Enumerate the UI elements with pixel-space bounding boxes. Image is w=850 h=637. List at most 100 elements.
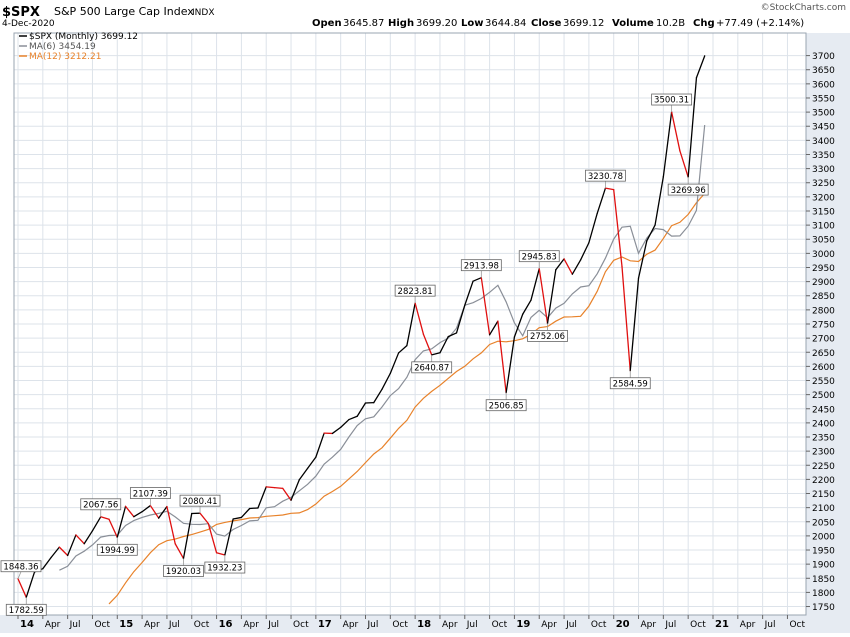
x-tick-label: Jul — [466, 620, 478, 630]
y-tick-label: 3500 — [812, 109, 835, 119]
y-tick-label: 2450 — [812, 405, 835, 415]
y-tick-label: 2950 — [812, 264, 835, 274]
symbol: $SPX — [2, 5, 40, 20]
exchange: INDX — [192, 8, 214, 18]
y-tick-label: 2700 — [812, 335, 835, 345]
y-tick-label: 1950 — [812, 547, 835, 557]
y-tick-label: 2650 — [812, 349, 835, 359]
low-value: 3644.84 — [485, 18, 526, 29]
annotation-label: 1932.23 — [207, 564, 242, 574]
x-tick-label: Jul — [267, 620, 279, 630]
y-tick-label: 3450 — [812, 123, 835, 133]
close-label: Close — [531, 18, 562, 29]
y-tick-label: 3300 — [812, 165, 835, 175]
x-tick-label: 19 — [516, 619, 530, 630]
watermark: ©StockCharts.com — [761, 3, 846, 13]
y-tick-label: 2850 — [812, 292, 835, 302]
y-tick-label: 2900 — [812, 278, 835, 288]
x-tick-label: Apr — [740, 620, 756, 630]
x-tick-label: Oct — [591, 620, 607, 630]
annotation-label: 3500.31 — [654, 96, 689, 106]
y-tick-label: 2200 — [812, 476, 835, 486]
y-tick-label: 1900 — [812, 561, 835, 571]
open-value: 3645.87 — [343, 18, 384, 29]
open-label: Open — [312, 18, 342, 29]
y-tick-label: 2050 — [812, 518, 835, 528]
x-tick-label: Oct — [94, 620, 110, 630]
high-value: 3699.20 — [416, 18, 457, 29]
x-tick-label: Apr — [541, 620, 557, 630]
y-tick-label: 2350 — [812, 434, 835, 444]
y-tick-label: 2800 — [812, 306, 835, 316]
annotation-label: 2640.87 — [414, 364, 449, 374]
x-tick-label: Apr — [243, 620, 259, 630]
annotation-label: 2945.83 — [522, 252, 557, 262]
y-tick-label: 2600 — [812, 363, 835, 373]
chg-value: +77.49 (+2.14%) — [716, 18, 804, 29]
x-tick-label: Jul — [664, 620, 676, 630]
annotation-label: 2752.06 — [530, 332, 565, 342]
high-label: High — [388, 18, 414, 29]
y-tick-label: 3350 — [812, 151, 835, 161]
annotation-label: 2506.85 — [489, 401, 524, 411]
y-tick-label: 2000 — [812, 532, 835, 542]
y-tick-label: 2100 — [812, 504, 835, 514]
y-tick-label: 3600 — [812, 80, 835, 90]
x-tick-label: 18 — [417, 619, 431, 630]
x-tick-label: Jul — [69, 620, 81, 630]
y-tick-label: 1800 — [812, 589, 835, 599]
y-tick-label: 2400 — [812, 419, 835, 429]
y-tick-label: 3050 — [812, 236, 835, 246]
y-tick-label: 3650 — [812, 66, 835, 76]
volume-value: 10.2B — [656, 18, 685, 29]
chg-label: Chg — [693, 18, 715, 29]
price-segment — [266, 487, 274, 488]
x-tick-label: Jul — [366, 620, 378, 630]
x-tick-label: Oct — [392, 620, 408, 630]
low-label: Low — [461, 18, 483, 29]
x-tick-label: Oct — [194, 620, 210, 630]
annotation-label: 3230.78 — [588, 172, 623, 182]
y-tick-label: 3550 — [812, 94, 835, 104]
x-tick-label: Oct — [789, 620, 805, 630]
annotation-label: 1920.03 — [166, 567, 201, 577]
price-segment — [274, 488, 282, 489]
close-value: 3699.12 — [563, 18, 604, 29]
y-tick-label: 3400 — [812, 137, 835, 147]
y-tick-label: 3100 — [812, 222, 835, 232]
y-tick-label: 1750 — [812, 603, 835, 613]
x-tick-label: Oct — [492, 620, 508, 630]
y-tick-label: 2500 — [812, 391, 835, 401]
x-tick-label: Apr — [144, 620, 160, 630]
index-name: S&P 500 Large Cap Index — [54, 5, 194, 18]
x-tick-label: Apr — [45, 620, 61, 630]
legend-ma12: MA(12) 3212.21 — [29, 52, 101, 62]
x-tick-label: 21 — [715, 619, 729, 630]
legend-price: $SPX (Monthly) 3699.12 — [29, 32, 138, 42]
annotation-label: 2107.39 — [133, 489, 168, 499]
x-tick-label: Apr — [641, 620, 657, 630]
ohlc-readout: Open 3645.87 High 3699.20 Low 3644.84 Cl… — [312, 18, 804, 29]
y-tick-label: 1850 — [812, 575, 835, 585]
y-tick-label: 2750 — [812, 321, 835, 331]
x-tick-label: Jul — [565, 620, 577, 630]
y-tick-label: 3200 — [812, 193, 835, 203]
x-tick-label: Jul — [764, 620, 776, 630]
x-tick-label: Apr — [343, 620, 359, 630]
annotation-label: 2080.41 — [182, 497, 217, 507]
annotation-label: 2584.59 — [613, 379, 648, 389]
x-tick-label: 17 — [318, 619, 332, 630]
y-tick-label: 3700 — [812, 52, 835, 62]
volume-label: Volume — [612, 18, 654, 29]
annotation-label: 1782.59 — [9, 606, 44, 616]
x-tick-label: 16 — [219, 619, 233, 630]
x-tick-label: 20 — [616, 619, 630, 630]
y-tick-label: 3250 — [812, 179, 835, 189]
legend-ma6: MA(6) 3454.19 — [29, 42, 96, 52]
x-tick-label: 15 — [119, 619, 133, 630]
annotation-label: 2823.81 — [398, 287, 433, 297]
y-tick-label: 3150 — [812, 207, 835, 217]
x-tick-label: Oct — [293, 620, 309, 630]
x-tick-label: Jul — [168, 620, 180, 630]
